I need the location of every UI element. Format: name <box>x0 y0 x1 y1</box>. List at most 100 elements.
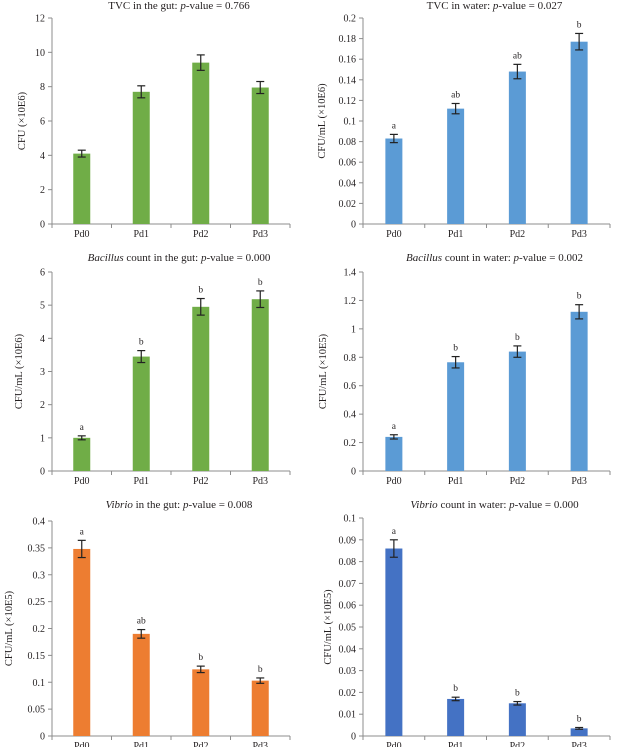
significance-letter: b <box>577 20 582 30</box>
chart-title-p: p <box>513 252 520 264</box>
bar-pd1 <box>447 108 465 224</box>
significance-letter: a <box>392 527 397 537</box>
y-tick-label: 6 <box>40 268 45 279</box>
bar-pd1 <box>132 633 150 736</box>
error-bar-pd1 <box>451 696 460 702</box>
x-tick-label: Pd2 <box>193 741 209 747</box>
chart-title: TVC in water: p-value = 0.027 <box>427 0 563 12</box>
error-bar-pd2 <box>196 665 205 674</box>
x-tick-label: Pd0 <box>386 741 402 747</box>
error-bar-pd0 <box>389 434 398 440</box>
y-tick-label: 0.3 <box>33 570 46 581</box>
chart-title-text: count in water: <box>438 499 509 511</box>
chart-title-text: count in water: <box>442 252 513 264</box>
bar-pd3 <box>570 41 588 224</box>
x-tick-label: Pd1 <box>133 229 149 240</box>
bar-pd3 <box>251 299 269 471</box>
x-tick-label: Pd0 <box>386 229 402 240</box>
significance-letter: b <box>577 714 582 724</box>
x-tick-label: Pd1 <box>448 229 464 240</box>
y-tick-label: 0.05 <box>28 705 46 716</box>
y-tick-label: 0 <box>351 732 356 743</box>
y-tick-label: 3 <box>40 367 45 378</box>
x-tick-label: Pd0 <box>74 741 90 747</box>
bar-pd0 <box>73 548 91 736</box>
error-bar-pd2 <box>513 700 522 706</box>
error-bar-pd0 <box>77 435 86 441</box>
significance-letter: b <box>453 344 458 354</box>
y-tick-label: 0.2 <box>344 438 357 449</box>
error-bar-pd3 <box>256 290 265 309</box>
chart-title-pvalue: -value = 0.008 <box>188 499 252 511</box>
significance-letter: ab <box>137 617 146 627</box>
bar-pd1 <box>132 356 150 471</box>
significance-letter: b <box>139 338 144 348</box>
error-bar-pd1 <box>137 85 146 99</box>
x-tick-label: Pd1 <box>448 741 464 747</box>
bar-pd3 <box>570 728 588 736</box>
y-tick-label: 0 <box>40 467 45 478</box>
error-bar-pd2 <box>513 63 522 80</box>
chart-title-pvalue: -value = 0.766 <box>186 0 250 12</box>
y-tick-label: 0.07 <box>339 579 357 590</box>
y-tick-label: 0.4 <box>33 517 46 528</box>
x-tick-label: Pd3 <box>571 476 587 487</box>
y-axis-label: CFU/mL (×10E5) <box>318 333 329 409</box>
y-tick-label: 0.1 <box>344 514 357 525</box>
bar-pd1 <box>132 91 150 224</box>
y-tick-label: 0.14 <box>339 75 357 86</box>
y-tick-label: 0.18 <box>339 34 357 45</box>
chart-title-italic: Vibrio <box>410 499 438 511</box>
y-tick-label: 5 <box>40 301 45 312</box>
error-bar-pd1 <box>451 102 460 115</box>
x-tick-label: Pd1 <box>133 476 149 487</box>
y-tick-label: 1.2 <box>344 296 357 307</box>
y-tick-label: 4 <box>40 151 45 162</box>
y-axis-label: CFU (×10E6) <box>17 91 28 150</box>
y-tick-label: 12 <box>35 14 45 25</box>
significance-letter: b <box>453 684 458 694</box>
y-tick-label: 8 <box>40 82 45 93</box>
y-axis-label: CFU/mL (×10E5) <box>4 590 15 666</box>
x-tick-label: Pd3 <box>252 229 268 240</box>
y-tick-label: 0.02 <box>339 688 357 699</box>
error-bar-pd3 <box>575 32 584 51</box>
chart-title: Bacillus count in water: p-value = 0.002 <box>406 252 583 264</box>
y-tick-label: 4 <box>40 334 45 345</box>
y-tick-label: 0.8 <box>344 353 357 364</box>
chart-title-text: count in the gut: <box>124 252 201 264</box>
bar-pd2 <box>508 351 526 471</box>
y-tick-label: 0.05 <box>339 623 357 634</box>
error-bar-pd0 <box>389 539 398 558</box>
x-tick-label: Pd3 <box>571 229 587 240</box>
significance-letter: b <box>258 665 263 675</box>
x-tick-label: Pd3 <box>252 476 268 487</box>
y-tick-label: 0.06 <box>339 158 357 169</box>
chart-title-text: in the gut: <box>133 499 183 511</box>
significance-letter: b <box>198 286 203 296</box>
y-tick-label: 6 <box>40 117 45 128</box>
y-tick-label: 0.35 <box>28 543 46 554</box>
y-tick-label: 1 <box>40 433 45 444</box>
error-bar-pd3 <box>256 677 265 684</box>
chart-title-p: p <box>200 252 207 264</box>
y-axis-label: CFU/mL (×10E6) <box>14 333 25 409</box>
y-tick-label: 0 <box>40 732 45 743</box>
bar-pd0 <box>73 437 91 471</box>
x-tick-label: Pd2 <box>193 476 209 487</box>
significance-letter: b <box>198 653 203 663</box>
significance-letter: a <box>392 422 397 432</box>
y-tick-label: 0.08 <box>339 137 357 148</box>
y-tick-label: 0.16 <box>339 55 357 66</box>
x-tick-label: Pd2 <box>510 741 526 747</box>
error-bar-pd1 <box>451 355 460 369</box>
x-tick-label: Pd2 <box>510 476 526 487</box>
error-bar-pd3 <box>575 304 584 320</box>
bar-pd3 <box>251 87 269 225</box>
significance-letter: b <box>515 333 520 343</box>
y-tick-label: 0.04 <box>339 178 357 189</box>
y-tick-label: 0.1 <box>33 678 46 689</box>
bar-pd1 <box>447 698 465 736</box>
chart-title-p: p <box>492 0 499 12</box>
